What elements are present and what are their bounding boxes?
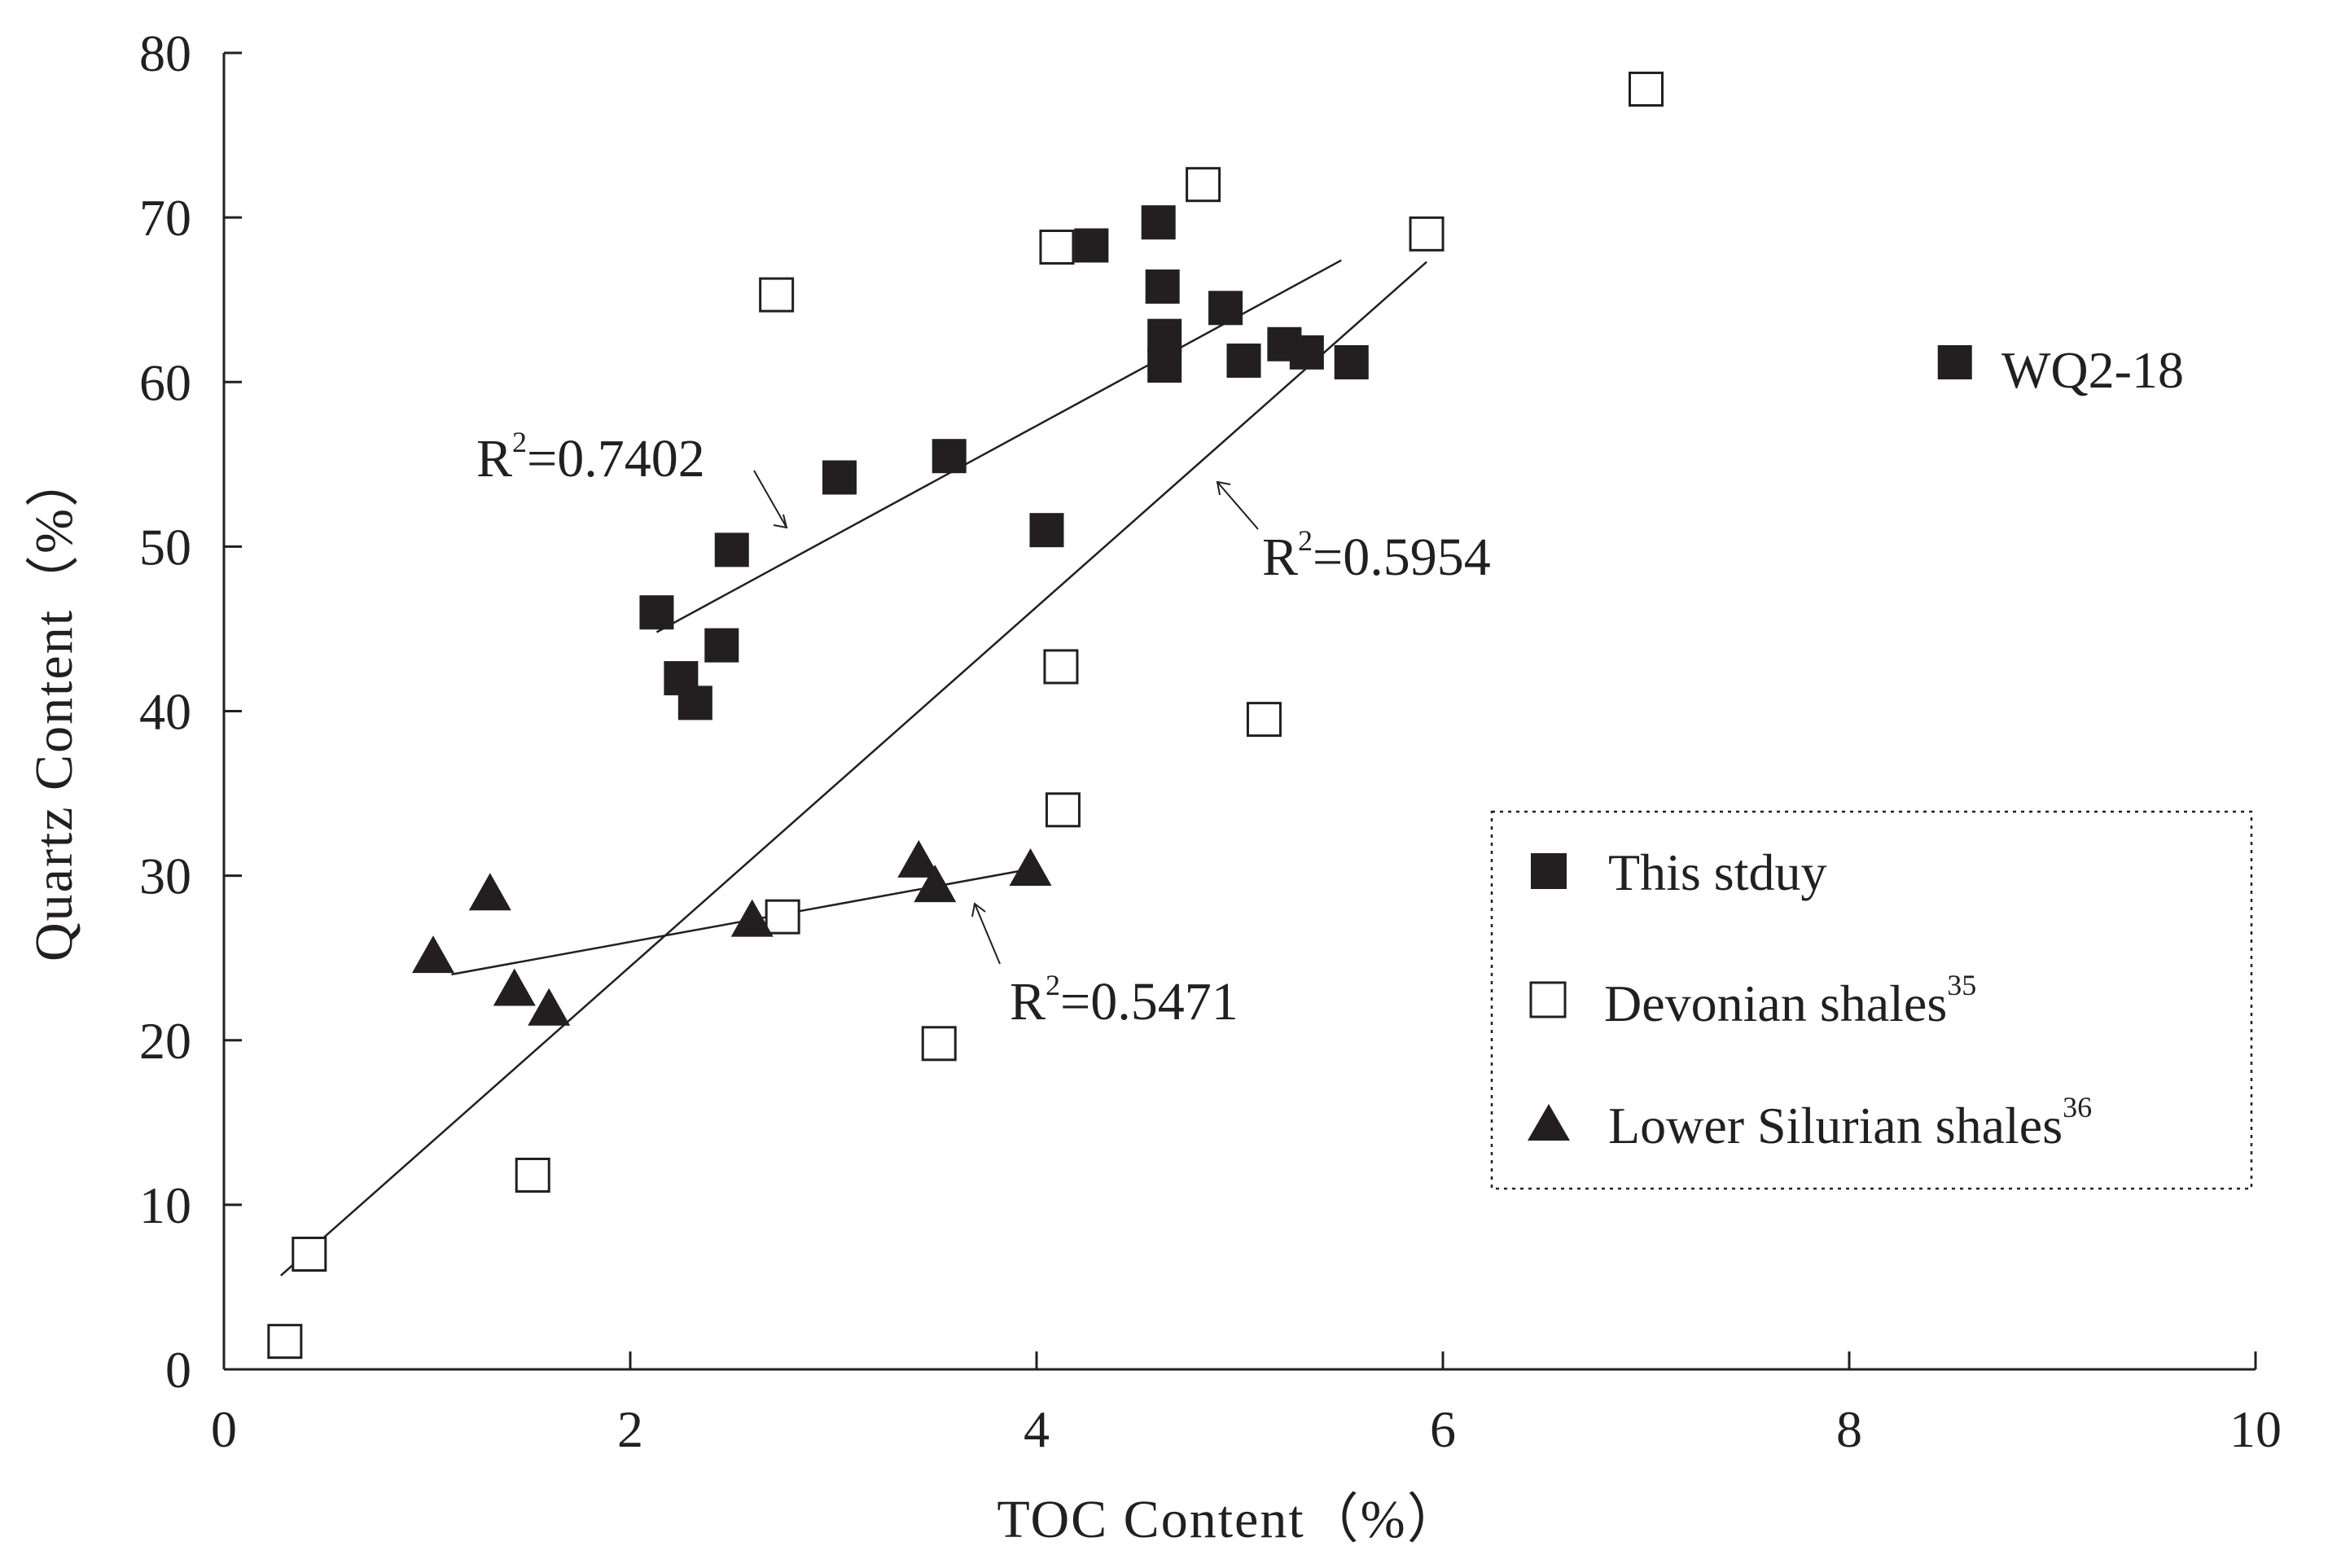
point-devonian (1629, 71, 1664, 107)
point-silurian (468, 873, 511, 911)
point-devonian (1246, 702, 1282, 738)
r2-annotation-silurian: R2=0.5471 (971, 902, 1239, 1031)
axes: 0 10 20 30 40 50 60 70 80 0 2 4 6 8 10 (139, 24, 2282, 1458)
r2-annotation-this-study: R2=0.7402 (476, 426, 788, 529)
x-tick-label: 4 (1024, 1400, 1050, 1458)
point-devonian (515, 1157, 550, 1193)
x-tick-label: 0 (211, 1400, 237, 1458)
legend-item-silurian: Lower Silurian shales36 (1528, 1091, 2092, 1154)
x-tick-label: 10 (2229, 1400, 2282, 1458)
point-devonian (1039, 230, 1075, 265)
svg-text:R2=0.5471: R2=0.5471 (1010, 969, 1239, 1031)
point-this-study-wq2-18 (1937, 344, 1972, 379)
y-tick-label: 0 (165, 1341, 191, 1399)
point-devonian (1409, 216, 1445, 252)
y-axis-title: Quartz Content（%） (24, 452, 84, 961)
point-silurian (897, 839, 940, 878)
svg-text:WQ2-18: WQ2-18 (2001, 341, 2184, 399)
point-this-study (1334, 344, 1369, 379)
point-this-study (677, 685, 712, 720)
point-this-study (704, 628, 739, 663)
point-silurian (528, 988, 571, 1026)
point-this-study (1141, 205, 1176, 240)
legend-item-this-study: This stduy (1531, 843, 1826, 901)
trendline-series-1 (280, 261, 1427, 1277)
point-this-study (1147, 318, 1182, 353)
point-label-wq2-18: WQ2-18 (2001, 341, 2184, 399)
point-this-study (1147, 348, 1182, 383)
point-this-study (822, 460, 857, 495)
point-this-study (932, 439, 967, 474)
x-tick-label: 6 (1430, 1400, 1456, 1458)
svg-text:R2=0.7402: R2=0.7402 (476, 426, 705, 488)
point-devonian (759, 277, 795, 313)
y-tick-label: 10 (139, 1176, 191, 1234)
point-this-study (1145, 269, 1180, 304)
point-this-study (1208, 291, 1243, 326)
svg-text:Lower Silurian shales36: Lower Silurian shales36 (1608, 1091, 2092, 1154)
point-silurian (914, 865, 957, 903)
svg-text:This stduy: This stduy (1608, 843, 1826, 901)
y-tick-label: 30 (139, 848, 191, 905)
point-this-study (1029, 513, 1064, 548)
point-devonian (292, 1237, 327, 1272)
point-devonian (267, 1324, 303, 1360)
r2-annotation-devonian: R2=0.5954 (1216, 480, 1491, 587)
point-this-study (639, 595, 674, 630)
point-this-study (1289, 335, 1324, 370)
point-devonian (1186, 167, 1221, 203)
legend-item-devonian: Devonian shales35 (1529, 969, 1976, 1032)
x-tick-label: 8 (1836, 1400, 1862, 1458)
y-tick-label: 60 (139, 353, 191, 411)
svg-text:R2=0.5954: R2=0.5954 (1262, 524, 1491, 587)
legend: This stduy Devonian shales35 Lower Silur… (1490, 810, 2253, 1190)
point-devonian (1043, 649, 1079, 685)
point-devonian (1045, 792, 1081, 828)
y-tick-label: 70 (139, 189, 191, 247)
y-tick-label: 20 (139, 1012, 191, 1070)
point-devonian (921, 1026, 957, 1062)
y-tick-label: 40 (139, 683, 191, 741)
data-points (267, 71, 1972, 1360)
svg-text:Devonian shales35: Devonian shales35 (1604, 969, 1976, 1032)
point-silurian (493, 968, 536, 1006)
point-this-study (714, 532, 749, 567)
y-tick-label: 50 (139, 518, 191, 576)
point-silurian (411, 935, 454, 974)
x-tick-label: 2 (617, 1400, 643, 1458)
point-silurian (730, 899, 774, 937)
point-this-study (1074, 228, 1109, 263)
y-tick-label: 80 (139, 24, 191, 82)
point-this-study (1226, 343, 1261, 378)
trendlines (280, 259, 1427, 1277)
point-silurian (1009, 848, 1052, 886)
legend-frame (1490, 810, 2253, 1190)
x-axis-title: TOC Content（%） (997, 1490, 1462, 1549)
point-devonian (765, 899, 800, 935)
